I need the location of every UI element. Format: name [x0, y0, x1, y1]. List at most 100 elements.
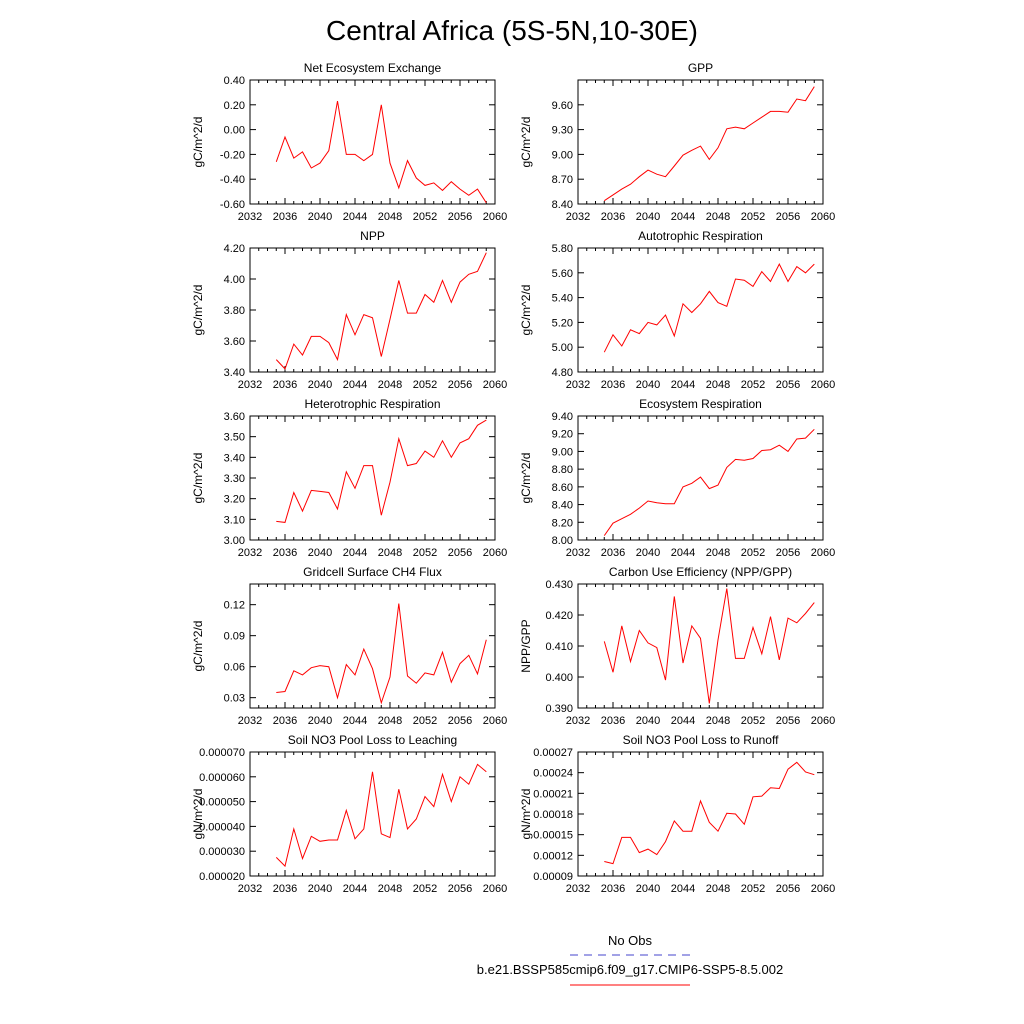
- panel-title: Heterotrophic Respiration: [304, 397, 440, 411]
- y-axis-label: gC/m^2/d: [191, 117, 205, 168]
- x-tick-label: 2044: [343, 379, 367, 391]
- x-tick-label: 2056: [776, 211, 800, 223]
- y-axis-label: gC/m^2/d: [191, 621, 205, 672]
- x-tick-label: 2032: [238, 883, 262, 895]
- plot-frame: [577, 583, 824, 709]
- panel-title: Soil NO3 Pool Loss to Runoff: [623, 733, 780, 747]
- x-tick-label: 2060: [811, 379, 835, 391]
- series-line: [275, 101, 487, 204]
- x-tick-label: 2040: [636, 715, 660, 727]
- x-tick-label: 2056: [776, 883, 800, 895]
- plot-frame: [577, 247, 824, 373]
- y-tick-label: 0.00018: [533, 809, 573, 821]
- y-tick-label: 0.000030: [199, 846, 245, 858]
- series-line: [275, 252, 487, 370]
- x-tick-label: 2040: [636, 211, 660, 223]
- x-tick-label: 2056: [448, 715, 472, 727]
- y-tick-label: 0.000060: [199, 772, 245, 784]
- panel-title: Gridcell Surface CH4 Flux: [303, 565, 442, 579]
- series-line: [276, 419, 487, 523]
- plot-frame: [249, 247, 496, 373]
- legend-model-label: b.e21.BSSP585cmip6.f09_g17.CMIP6-SSP5-8.…: [477, 962, 783, 977]
- x-tick-label: 2060: [483, 715, 507, 727]
- x-tick-label: 2032: [566, 715, 590, 727]
- x-tick-label: 2036: [601, 211, 625, 223]
- y-tick-label: 0.00012: [533, 850, 573, 862]
- x-tick-label: 2052: [741, 379, 765, 391]
- x-tick-label: 2036: [273, 379, 297, 391]
- y-axis-label: gN/m^2/d: [191, 789, 205, 840]
- x-tick-label: 2048: [706, 211, 730, 223]
- y-tick-label: 0.420: [545, 610, 573, 622]
- y-tick-label: 0.03: [224, 693, 245, 705]
- y-tick-label: 9.40: [552, 411, 573, 423]
- chart-panel: NPP gC/m^2/d 2032 2036 2040 2044 2048 2052 2056 2…: [191, 229, 507, 391]
- x-tick-label: 2036: [273, 715, 297, 727]
- x-tick-label: 2060: [483, 379, 507, 391]
- x-tick-label: 2036: [601, 715, 625, 727]
- y-tick-label: 8.20: [552, 517, 573, 529]
- y-tick-label: 0.000020: [199, 871, 245, 883]
- x-tick-label: 2040: [308, 211, 332, 223]
- x-tick-label: 2040: [308, 883, 332, 895]
- series-line: [603, 588, 815, 704]
- chart-panel: Ecosystem Respiration gC/m^2/d 2032 2036 204…: [519, 397, 835, 559]
- x-tick-label: 2048: [378, 211, 402, 223]
- x-tick-label: 2052: [413, 883, 437, 895]
- y-tick-label: 3.20: [224, 494, 245, 506]
- x-tick-label: 2044: [671, 883, 695, 895]
- chart-panel: Autotrophic Respiration gC/m^2/d 2032 2036 2…: [519, 229, 835, 391]
- y-tick-label: 5.20: [552, 317, 573, 329]
- chart-panel: Gridcell Surface CH4 Flux gC/m^2/d 2032 203…: [191, 565, 507, 727]
- panel-title: Carbon Use Efficiency (NPP/GPP): [609, 565, 792, 579]
- x-tick-label: 2060: [811, 211, 835, 223]
- y-tick-label: 5.80: [552, 243, 573, 255]
- y-tick-label: 8.00: [552, 535, 573, 547]
- y-axis-label: gC/m^2/d: [519, 453, 533, 504]
- x-tick-label: 2032: [566, 547, 590, 559]
- x-tick-label: 2040: [636, 883, 660, 895]
- series-line: [604, 86, 815, 202]
- x-tick-label: 2060: [811, 715, 835, 727]
- x-tick-label: 2060: [811, 883, 835, 895]
- series-line: [603, 262, 815, 353]
- x-tick-label: 2056: [448, 211, 472, 223]
- x-tick-label: 2052: [413, 547, 437, 559]
- y-tick-label: 8.80: [552, 464, 573, 476]
- x-tick-label: 2040: [308, 547, 332, 559]
- x-tick-label: 2060: [483, 211, 507, 223]
- y-tick-label: 0.20: [224, 100, 245, 112]
- y-tick-label: 3.40: [224, 367, 245, 379]
- y-tick-label: 0.000050: [199, 797, 245, 809]
- y-tick-label: 3.30: [224, 473, 245, 485]
- chart-panel: Net Ecosystem Exchange gC/m^2/d 2032 2036 20…: [191, 61, 507, 223]
- x-tick-label: 2032: [566, 883, 590, 895]
- y-tick-label: 5.40: [552, 293, 573, 305]
- y-tick-label: -0.40: [220, 174, 245, 186]
- x-tick-label: 2048: [706, 715, 730, 727]
- x-tick-label: 2036: [273, 211, 297, 223]
- chart-panel: Soil NO3 Pool Loss to Leaching gN/m^2/d 20…: [191, 733, 507, 895]
- x-tick-label: 2052: [413, 379, 437, 391]
- x-tick-label: 2052: [413, 715, 437, 727]
- y-tick-label: 5.00: [552, 342, 573, 354]
- x-tick-label: 2056: [448, 379, 472, 391]
- y-tick-label: 0.390: [545, 703, 573, 715]
- panel-title: Autotrophic Respiration: [638, 229, 763, 243]
- y-tick-label: 4.80: [552, 367, 573, 379]
- x-tick-label: 2056: [448, 883, 472, 895]
- y-tick-label: -0.60: [220, 199, 245, 211]
- y-axis-label: NPP/GPP: [519, 619, 533, 672]
- x-tick-label: 2052: [741, 883, 765, 895]
- chart-panel: Heterotrophic Respiration gC/m^2/d 2032 203…: [191, 397, 507, 559]
- x-tick-label: 2040: [636, 379, 660, 391]
- y-tick-label: 0.06: [224, 662, 245, 674]
- series-line: [275, 763, 487, 868]
- y-tick-label: 5.60: [552, 268, 573, 280]
- x-tick-label: 2052: [741, 211, 765, 223]
- x-tick-label: 2044: [343, 883, 367, 895]
- x-tick-label: 2048: [706, 883, 730, 895]
- y-tick-label: 3.80: [224, 305, 245, 317]
- x-tick-label: 2056: [776, 715, 800, 727]
